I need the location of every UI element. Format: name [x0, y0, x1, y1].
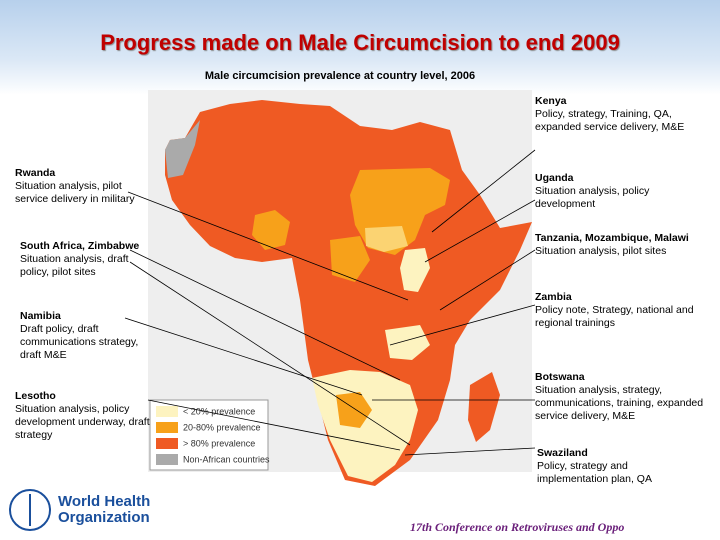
- callout-text: Situation analysis, policy development: [535, 185, 650, 210]
- callout-text: Policy, strategy and implementation plan…: [537, 460, 652, 485]
- callout: Zambia Policy note, Strategy, national an…: [535, 291, 705, 330]
- region-mid: [330, 236, 370, 282]
- callout-country: Namibia: [20, 310, 61, 322]
- callout-country: Kenya: [535, 95, 567, 107]
- callout-text: Situation analysis, pilot sites: [535, 245, 667, 257]
- callout: Swaziland Policy, strategy and implementa…: [537, 447, 657, 486]
- region-low: [385, 325, 430, 360]
- callout-country: Lesotho: [15, 390, 56, 402]
- callout-country: South Africa, Zimbabwe: [20, 240, 140, 252]
- callout: Kenya Policy, strategy, Training, QA, exp…: [535, 95, 715, 134]
- callout: Rwanda Situation analysis, pilot service …: [15, 167, 135, 206]
- callout: Tanzania, Mozambique, Malawi Situation an…: [535, 232, 720, 258]
- leader-line: [129, 249, 401, 381]
- legend-label: 20-80% prevalence: [183, 422, 261, 432]
- leader-line: [147, 399, 401, 451]
- legend-swatch: [156, 422, 178, 433]
- region-mid: [336, 392, 372, 428]
- callout-text: Situation analysis, pilot service delive…: [15, 180, 135, 205]
- callout-country: Swaziland: [537, 447, 588, 459]
- leader-line: [404, 447, 536, 456]
- org-line: Organization: [58, 509, 150, 526]
- callout-country: Zambia: [535, 291, 572, 303]
- title: Progress made on Male Circumcision to en…: [100, 30, 620, 55]
- region-mid: [252, 210, 290, 250]
- leader-line: [439, 249, 536, 311]
- leader-line: [431, 149, 536, 233]
- organization: World Health Organization: [58, 494, 150, 526]
- legend-label: > 80% prevalence: [183, 438, 255, 448]
- non-african: [165, 120, 200, 178]
- org-line: World Health: [58, 493, 151, 510]
- callout-country: Tanzania, Mozambique, Malawi: [535, 232, 689, 244]
- region-low: [365, 226, 408, 252]
- callout-country: Botswana: [535, 371, 585, 383]
- leader-line: [124, 317, 363, 396]
- leader-line: [129, 261, 411, 446]
- callout: Lesotho Situation analysis, policy develo…: [15, 390, 150, 442]
- callout-text: Situation analysis, strategy, communicat…: [535, 384, 704, 422]
- callout-country: Uganda: [535, 172, 574, 184]
- callout: Namibia Draft policy, draft communication…: [20, 310, 140, 362]
- region-low: [400, 248, 430, 292]
- madagascar: [468, 372, 500, 442]
- callout: South Africa, Zimbabwe Situation analysis…: [20, 240, 140, 279]
- legend-label: Non-African countries: [183, 454, 270, 464]
- callout-text: Policy, strategy, Training, QA, expanded…: [535, 108, 685, 133]
- leader-line: [424, 199, 536, 263]
- callout-text: Draft policy, draft communications strat…: [20, 323, 139, 361]
- callout-country: Rwanda: [15, 167, 56, 179]
- callout-text: Situation analysis, draft policy, pilot …: [20, 253, 129, 278]
- subtitle: Male circumcision prevalence at country …: [204, 70, 476, 82]
- callout-text: Policy note, Strategy, national and regi…: [535, 304, 694, 329]
- legend-swatch: [156, 454, 178, 465]
- leader-line: [127, 191, 409, 301]
- callout-text: Situation analysis, policy development u…: [15, 403, 150, 441]
- callout: Uganda Situation analysis, policy develop…: [535, 172, 685, 211]
- conference: 17th Conference on Retroviruses and Oppo: [410, 520, 625, 534]
- leader-lines: [124, 149, 536, 456]
- legend-label: < 20% prevalence: [183, 406, 255, 416]
- callout: Botswana Situation analysis, strategy, co…: [535, 371, 715, 423]
- legend-swatch: [156, 406, 178, 417]
- leader-line: [389, 304, 536, 346]
- legend-swatch: [156, 438, 178, 449]
- who-logo: [9, 489, 51, 531]
